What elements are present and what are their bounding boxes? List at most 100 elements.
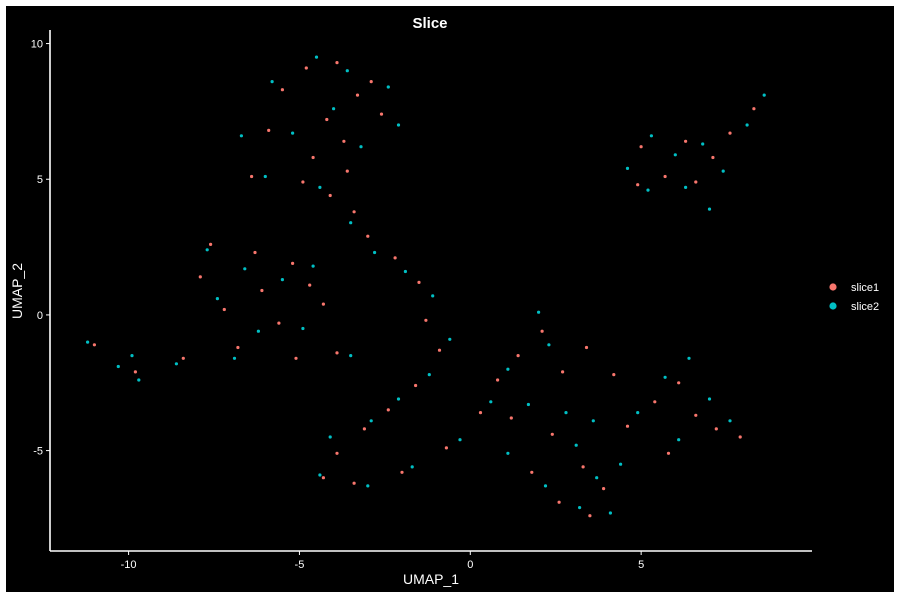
- point-slice2-54: [673, 153, 677, 157]
- point-slice2-62: [646, 188, 650, 192]
- point-slice1-56: [714, 427, 718, 431]
- point-slice2-43: [608, 511, 613, 515]
- point-slice2-17: [256, 329, 260, 333]
- point-slice1-62: [684, 139, 688, 143]
- point-slice2-20: [349, 354, 353, 358]
- point-slice1-33: [386, 408, 390, 412]
- point-slice1-1: [335, 61, 339, 65]
- x-axis-ticks: -10 -5 0 5: [121, 551, 644, 571]
- x-tick-label: -5: [295, 559, 305, 571]
- point-slice2-51: [677, 438, 681, 442]
- point-slice1-15: [366, 234, 370, 238]
- point-slice2-40: [574, 443, 578, 447]
- point-slice2-1: [345, 69, 349, 73]
- point-slice1-58: [666, 451, 671, 455]
- point-slice1-67: [752, 107, 756, 111]
- point-slice1-28: [393, 256, 397, 260]
- point-slice1-3: [280, 88, 284, 92]
- umap-scatter-chart: Slice -10 -5 0 5 -5 0 5 10 UMAP_1 UMAP_2 slice…: [9, 15, 879, 587]
- point-slice2-53: [649, 134, 654, 138]
- point-slice2-12: [373, 250, 377, 255]
- point-slice1-68: [694, 180, 698, 184]
- point-slice2-34: [506, 367, 510, 371]
- point-slice2-26: [396, 397, 401, 401]
- point-slice1-17: [253, 250, 257, 255]
- point-slice1-40: [478, 411, 483, 415]
- point-slice1-25: [236, 345, 240, 350]
- point-slice2-58: [745, 123, 749, 127]
- point-slice1-46: [550, 432, 554, 436]
- scatter-points: [86, 55, 766, 518]
- point-slice1-38: [400, 470, 404, 474]
- point-slice2-2: [386, 85, 390, 89]
- point-slice2-45: [506, 451, 510, 455]
- point-slice2-59: [625, 166, 630, 170]
- point-slice2-24: [448, 337, 452, 341]
- chart-title: Slice: [412, 15, 447, 32]
- point-slice1-21: [308, 283, 312, 287]
- x-axis-title: UMAP_1: [403, 571, 459, 587]
- point-slice1-4: [355, 93, 360, 97]
- point-slice2-65: [137, 378, 141, 382]
- point-slice1-0: [304, 66, 308, 70]
- y-tick-label: 5: [37, 174, 43, 186]
- point-slice1-19: [198, 275, 202, 279]
- point-slice2-64: [130, 354, 134, 358]
- x-tick-label: 5: [638, 559, 644, 571]
- point-slice2-57: [762, 93, 766, 97]
- legend-key-slice1: [829, 283, 837, 291]
- point-slice2-46: [636, 411, 640, 415]
- point-slice1-9: [311, 155, 315, 160]
- point-slice2-55: [701, 142, 705, 146]
- point-slice1-47: [581, 465, 585, 469]
- point-slice1-51: [530, 470, 534, 474]
- x-tick-label: 0: [467, 559, 473, 571]
- point-slice1-53: [653, 400, 657, 404]
- point-slice2-4: [396, 123, 401, 127]
- point-slice2-3: [270, 80, 274, 84]
- point-slice1-61: [639, 145, 643, 149]
- point-slice1-14: [352, 210, 356, 214]
- point-slice1-35: [335, 451, 339, 455]
- point-slice1-39: [444, 446, 448, 450]
- point-slice1-34: [362, 427, 366, 431]
- point-slice1-26: [294, 356, 298, 360]
- point-slice2-25: [427, 373, 431, 377]
- point-slice2-31: [410, 465, 414, 469]
- point-slice1-64: [663, 174, 667, 179]
- point-slice1-41: [496, 378, 500, 382]
- point-slice2-36: [547, 343, 551, 347]
- point-slice2-13: [205, 248, 209, 252]
- point-slice1-20: [260, 288, 264, 293]
- point-slice2-33: [489, 400, 493, 404]
- point-slice2-9: [263, 174, 267, 179]
- point-slice2-21: [311, 264, 315, 268]
- point-slice2-38: [564, 411, 568, 415]
- point-slice2-18: [301, 326, 305, 331]
- point-slice1-31: [437, 348, 442, 352]
- x-tick-label: -10: [121, 559, 137, 571]
- point-slice2-41: [595, 476, 599, 480]
- point-slice1-57: [738, 435, 742, 439]
- point-slice1-45: [509, 416, 513, 420]
- legend-label-slice1: slice1: [851, 282, 879, 294]
- point-slice1-16: [209, 242, 213, 246]
- point-slice2-27: [369, 419, 373, 423]
- point-slice2-6: [239, 134, 243, 138]
- point-slice2-44: [543, 484, 548, 488]
- point-slice2-61: [707, 207, 712, 211]
- point-slice2-29: [318, 473, 322, 477]
- point-slice2-5: [332, 107, 336, 111]
- point-slice2-60: [684, 185, 688, 189]
- point-slice2-37: [526, 402, 531, 407]
- point-slice2-56: [721, 169, 725, 173]
- point-slice1-42: [516, 354, 520, 358]
- point-slice1-69: [92, 343, 96, 347]
- legend: slice1 slice2: [829, 282, 879, 313]
- point-slice1-30: [424, 318, 428, 322]
- point-slice2-49: [707, 397, 712, 401]
- point-slice1-66: [728, 131, 732, 135]
- point-slice1-7: [267, 128, 271, 132]
- point-slice1-18: [291, 261, 295, 265]
- point-slice1-23: [277, 321, 281, 325]
